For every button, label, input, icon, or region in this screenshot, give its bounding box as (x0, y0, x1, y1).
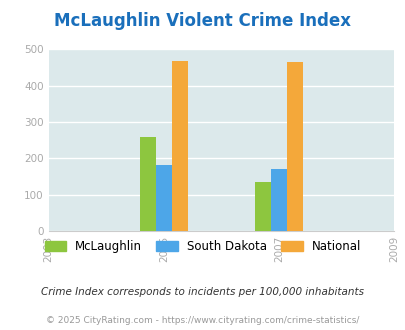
Text: McLaughlin Violent Crime Index: McLaughlin Violent Crime Index (54, 13, 351, 30)
Text: Crime Index corresponds to incidents per 100,000 inhabitants: Crime Index corresponds to incidents per… (41, 287, 364, 297)
Bar (171, 61, 188, 231)
Bar (286, 62, 302, 231)
Text: © 2025 CityRating.com - https://www.cityrating.com/crime-statistics/: © 2025 CityRating.com - https://www.city… (46, 316, 359, 325)
Legend: McLaughlin, South Dakota, National: McLaughlin, South Dakota, National (45, 240, 360, 253)
Bar (270, 169, 286, 231)
Bar (156, 165, 171, 231)
Bar (254, 182, 270, 231)
Bar (139, 137, 155, 231)
